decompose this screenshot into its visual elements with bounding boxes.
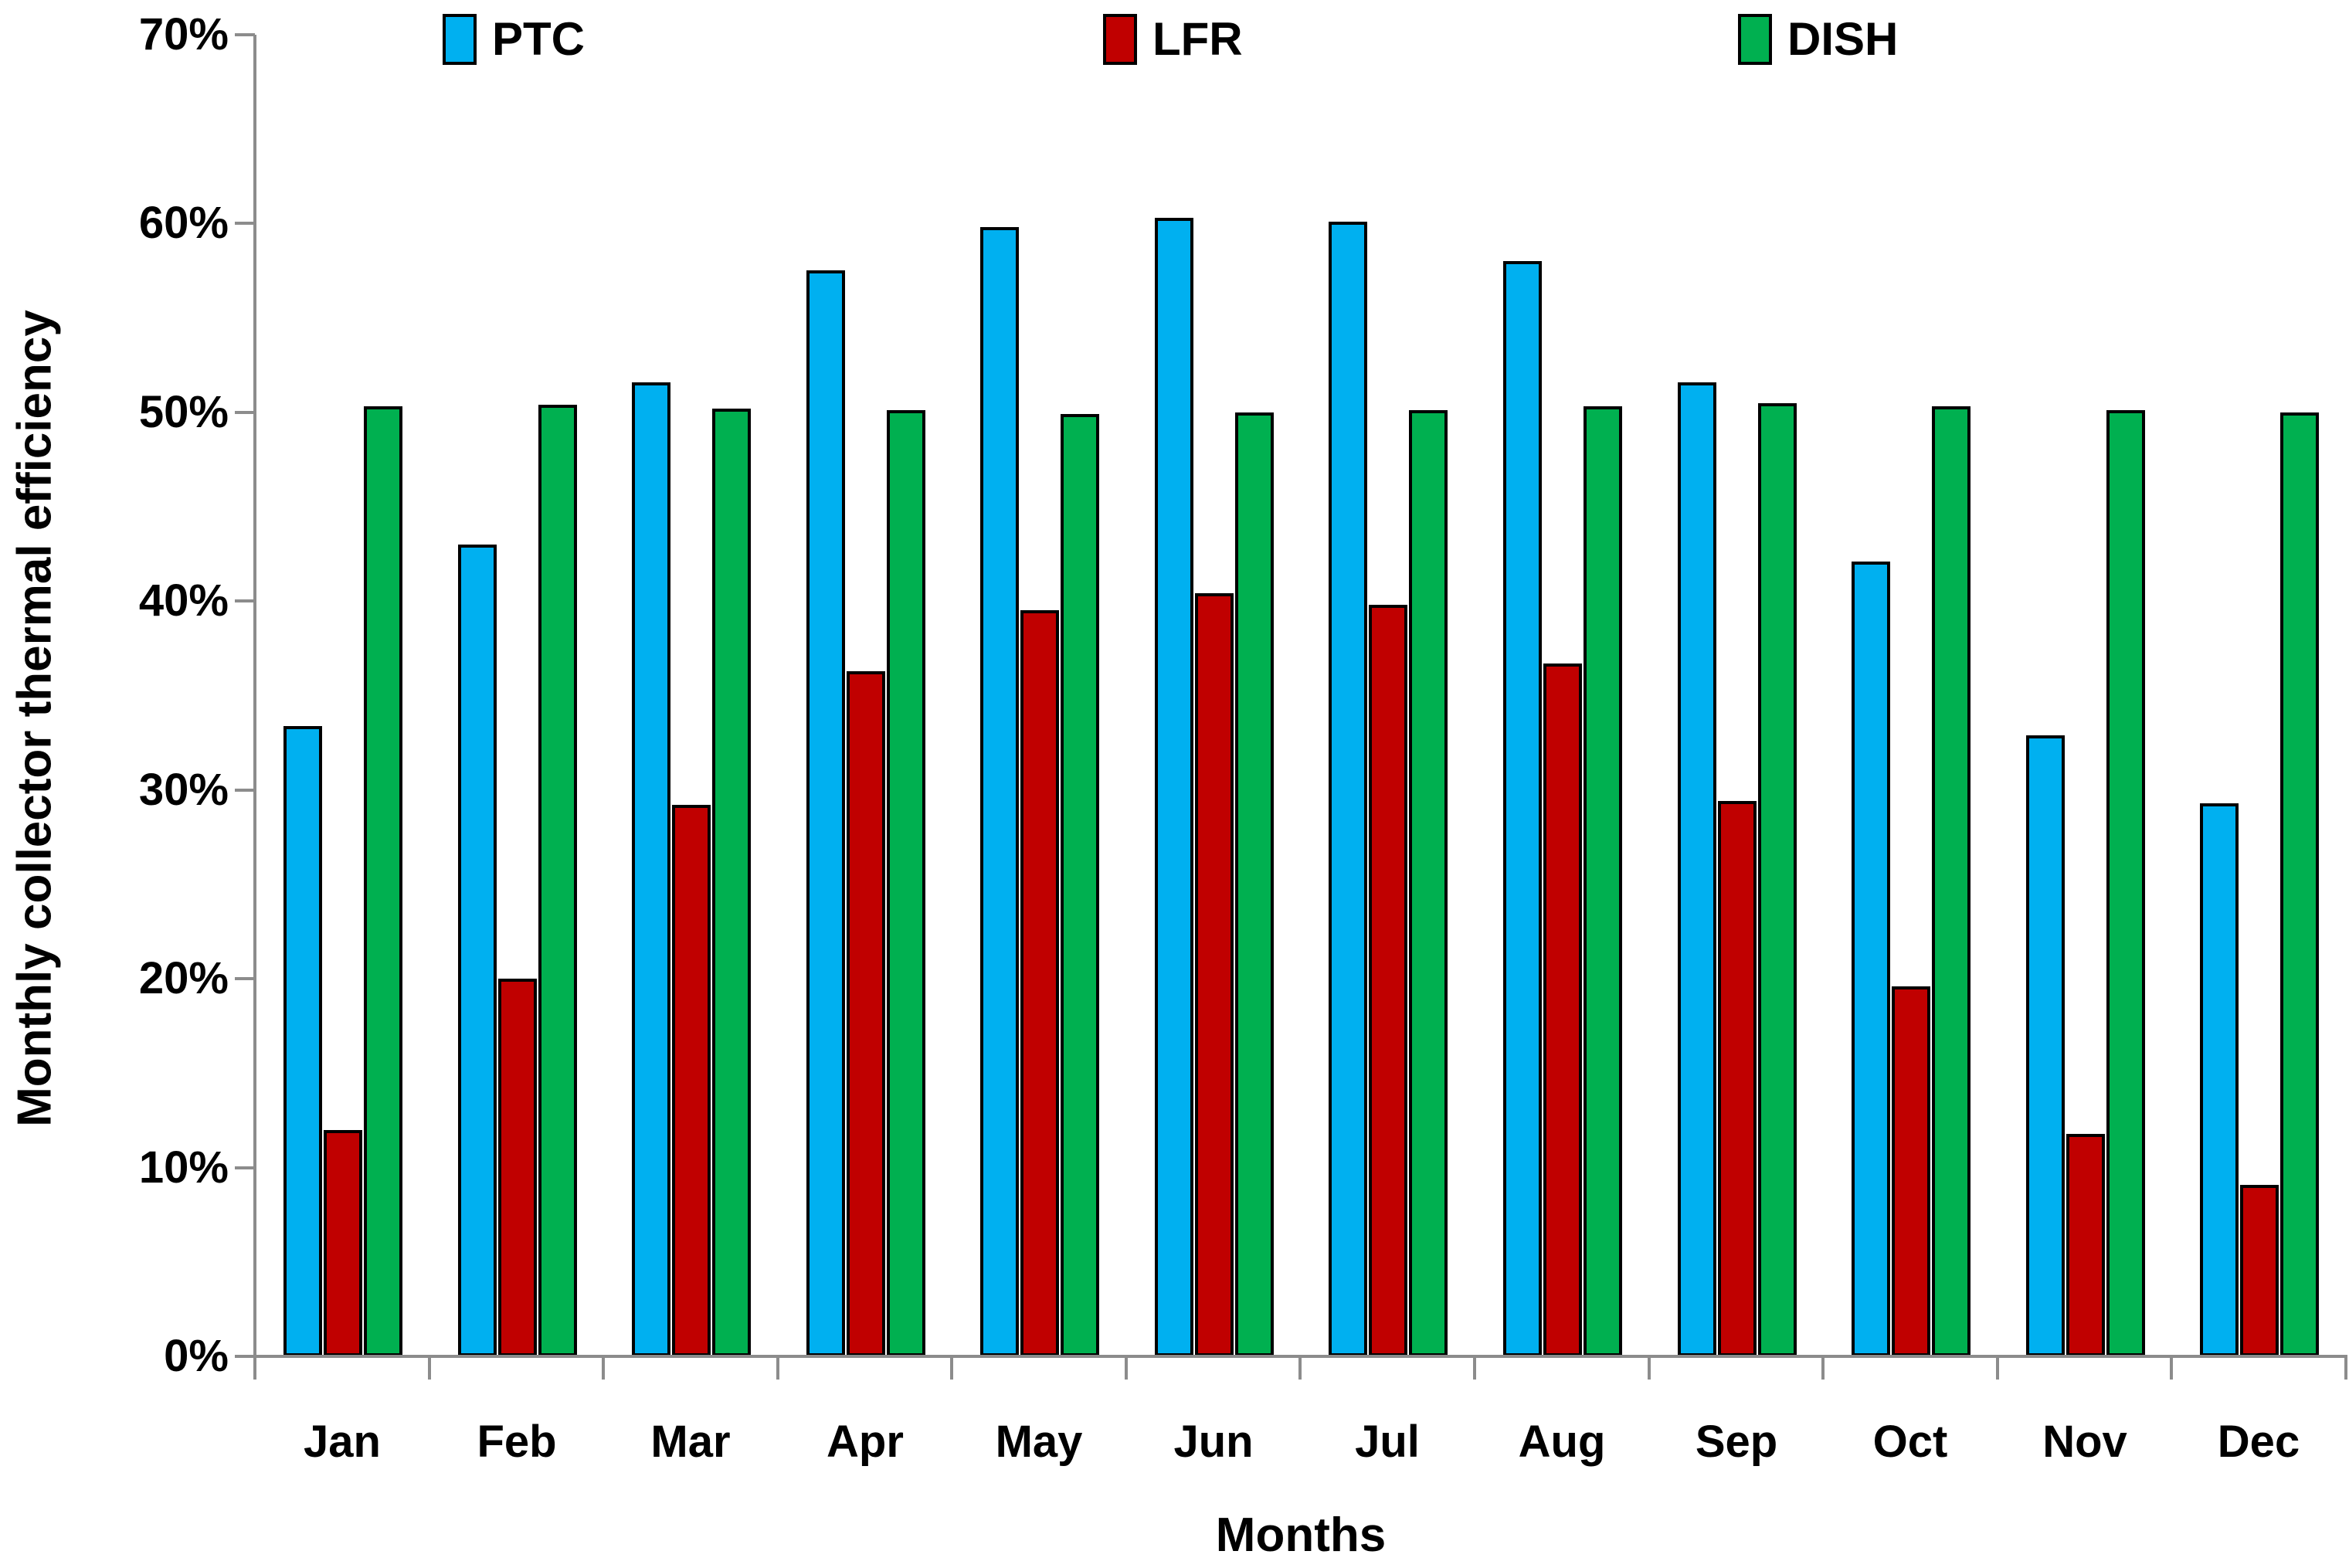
bar-ptc-jan (283, 726, 322, 1356)
y-axis-tick-label: 20% (138, 953, 229, 1003)
y-axis-tick-label: 0% (164, 1331, 229, 1381)
legend-label-dish: DISH (1787, 13, 1899, 65)
bar-lfr-aug (1543, 664, 1582, 1356)
bar-ptc-mar (632, 382, 670, 1356)
y-axis-tick-label: 70% (138, 9, 229, 59)
x-axis-tick (602, 1356, 605, 1380)
bar-dish-dec (2280, 412, 2319, 1356)
bar-dish-feb (538, 405, 577, 1356)
bar-lfr-jul (1369, 605, 1407, 1356)
legend-item-dish: DISH (1738, 11, 1898, 68)
bar-lfr-apr (847, 671, 885, 1356)
y-axis-tick (235, 977, 255, 980)
x-axis-category-label: Mar (650, 1417, 731, 1467)
bar-lfr-may (1020, 610, 1059, 1356)
bar-ptc-may (980, 227, 1019, 1356)
x-axis-tick (950, 1356, 953, 1380)
legend-item-ptc: PTC (443, 11, 585, 68)
bar-dish-mar (712, 409, 751, 1356)
bar-lfr-mar (672, 805, 711, 1356)
x-axis-category-label: Oct (1872, 1417, 1948, 1467)
y-axis-tick-label: 60% (138, 198, 229, 248)
x-axis-tick (2170, 1356, 2173, 1380)
legend-marker-dish (1738, 14, 1772, 65)
bar-ptc-sep (1678, 382, 1716, 1356)
bar-lfr-oct (1892, 986, 1930, 1356)
x-axis-category-label: Jun (1173, 1417, 1254, 1467)
bar-ptc-nov (2026, 735, 2065, 1356)
bar-dish-nov (2106, 410, 2145, 1356)
legend-label-lfr: LFR (1152, 13, 1243, 65)
bar-dish-apr (887, 410, 925, 1356)
legend-marker-ptc (443, 14, 477, 65)
bar-lfr-sep (1718, 801, 1757, 1356)
bar-lfr-dec (2240, 1185, 2279, 1356)
bar-dish-jan (364, 406, 402, 1356)
y-axis-tick (235, 222, 255, 225)
y-axis-line (253, 35, 256, 1359)
x-axis-category-label: Apr (827, 1417, 904, 1467)
x-axis-tick (2344, 1356, 2347, 1380)
bar-ptc-jun (1155, 218, 1193, 1356)
x-axis-category-label: Dec (2217, 1417, 2300, 1467)
x-axis-category-label: May (995, 1417, 1083, 1467)
bar-dish-jul (1409, 410, 1448, 1356)
y-axis-tick (235, 789, 255, 792)
legend-label-ptc: PTC (492, 13, 585, 65)
x-axis-tick (1996, 1356, 1999, 1380)
x-axis-tick (1298, 1356, 1302, 1380)
y-axis-tick-label: 50% (138, 387, 229, 437)
bar-lfr-nov (2066, 1134, 2105, 1356)
x-axis-tick (1473, 1356, 1476, 1380)
legend-marker-lfr (1103, 14, 1137, 65)
y-axis-tick-label: 10% (138, 1142, 229, 1193)
y-axis-tick (235, 33, 255, 36)
x-axis-category-label: Aug (1518, 1417, 1606, 1467)
x-axis-line (253, 1355, 2347, 1358)
bar-dish-jun (1235, 412, 1274, 1356)
y-axis-tick-label: 30% (138, 765, 229, 815)
bar-lfr-jun (1195, 593, 1234, 1356)
bar-ptc-feb (458, 545, 497, 1356)
x-axis-category-label: Feb (477, 1417, 557, 1467)
y-axis-tick (235, 1166, 255, 1169)
y-axis-tick (235, 411, 255, 414)
bar-ptc-aug (1503, 261, 1542, 1356)
x-axis-category-label: Nov (2042, 1417, 2127, 1467)
bar-lfr-jan (324, 1130, 362, 1356)
y-axis-tick (235, 599, 255, 602)
x-axis-category-label: Jan (304, 1417, 381, 1467)
bar-dish-may (1061, 414, 1099, 1356)
x-axis-tick (776, 1356, 779, 1380)
bar-dish-sep (1758, 403, 1797, 1356)
bar-ptc-oct (1852, 562, 1890, 1356)
x-axis-tick (253, 1356, 256, 1380)
x-axis-tick (1125, 1356, 1128, 1380)
legend-item-lfr: LFR (1103, 11, 1243, 68)
bar-dish-aug (1584, 406, 1622, 1356)
bar-lfr-feb (498, 979, 537, 1356)
x-axis-category-label: Sep (1695, 1417, 1778, 1467)
bar-ptc-jul (1329, 222, 1367, 1356)
x-axis-tick (1821, 1356, 1825, 1380)
y-axis-tick-label: 40% (138, 575, 229, 626)
bar-ptc-apr (806, 270, 845, 1356)
bar-dish-oct (1932, 406, 1971, 1356)
x-axis-title: Months (1215, 1509, 1387, 1562)
x-axis-tick (1648, 1356, 1651, 1380)
x-axis-tick (428, 1356, 431, 1380)
y-axis-tick (235, 1355, 255, 1358)
x-axis-category-label: Jul (1355, 1417, 1420, 1467)
bar-ptc-dec (2200, 803, 2239, 1356)
